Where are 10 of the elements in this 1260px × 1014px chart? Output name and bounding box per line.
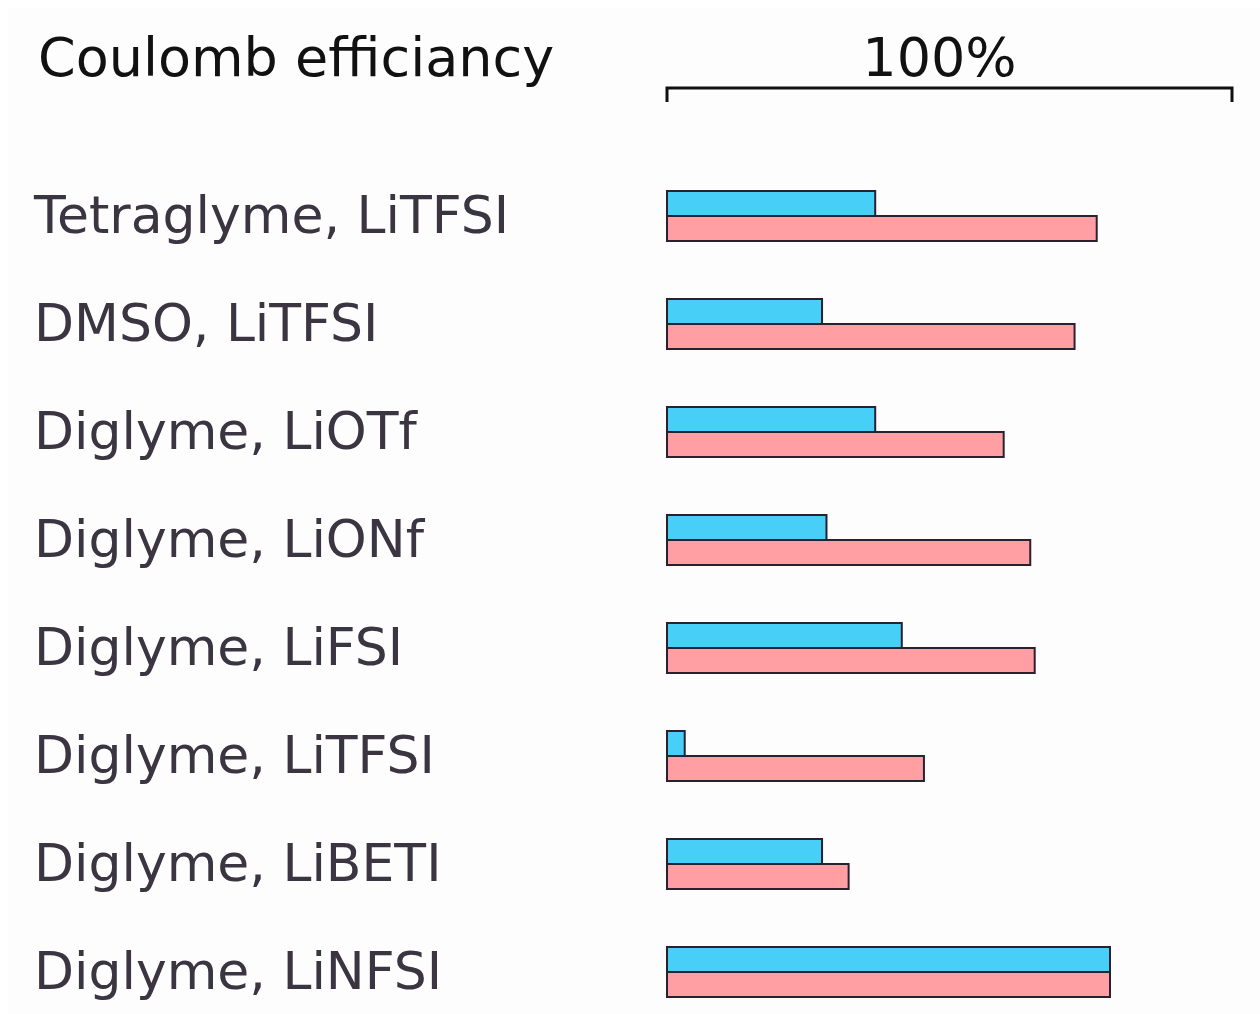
y-tick-label: DMSO, LiTFSI xyxy=(34,293,379,353)
y-tick-label: Diglyme, LiONf xyxy=(34,509,426,569)
y-tick-label: Diglyme, LiTFSI xyxy=(34,725,435,785)
chart-title: Coulomb efficiancy xyxy=(38,26,555,89)
y-tick-label: Diglyme, LiFSI xyxy=(34,617,404,677)
y-tick-label: Tetraglyme, LiTFSI xyxy=(33,185,510,245)
y-tick-label: Diglyme, LiNFSI xyxy=(34,941,443,1001)
y-tick-label: Diglyme, LiBETI xyxy=(34,833,442,893)
y-tick-label: Diglyme, LiOTf xyxy=(34,401,419,461)
text: 100% xyxy=(862,26,1017,89)
